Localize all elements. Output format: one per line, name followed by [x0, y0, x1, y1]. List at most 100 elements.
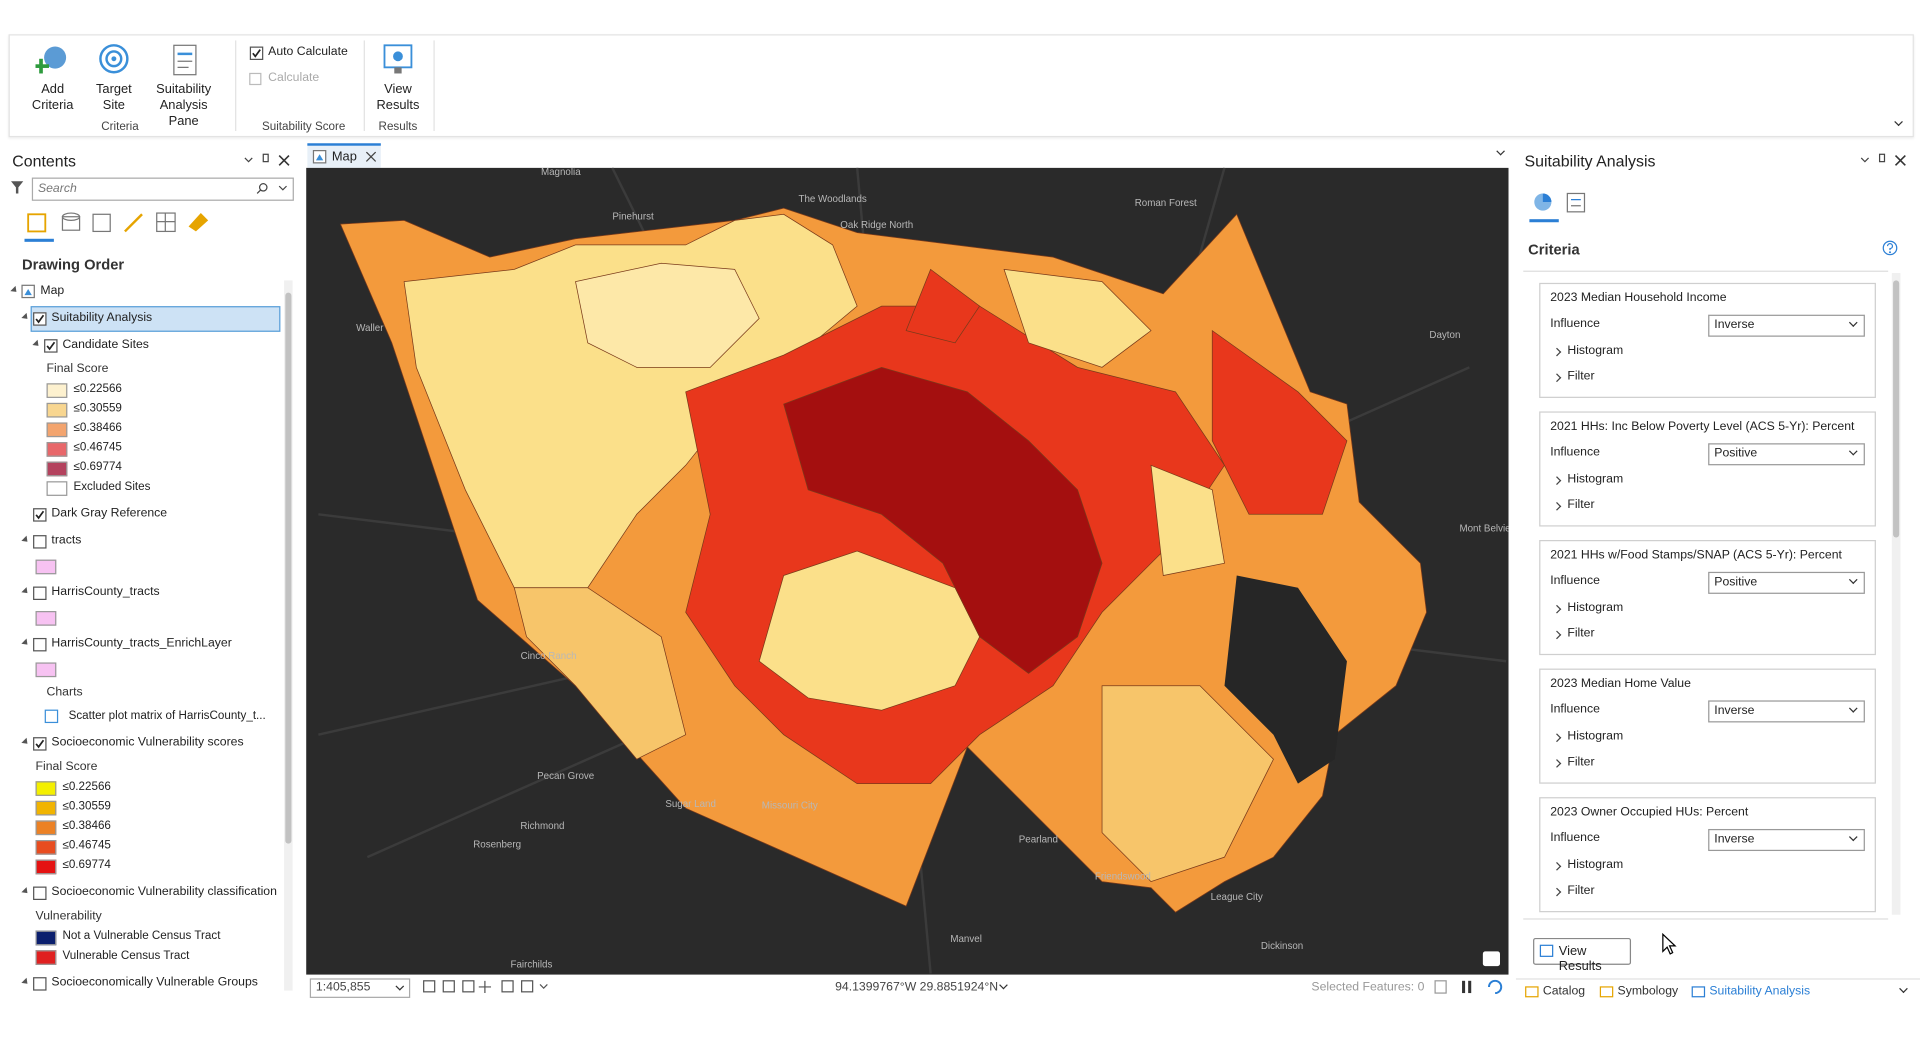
map-tab-icon [312, 150, 327, 164]
layer-name[interactable]: HarrisCounty_tracts_EnrichLayer [51, 636, 232, 651]
tab-icon [1525, 986, 1539, 998]
map-view[interactable]: Magnolia The Woodlands Oak Ridge North Roma… [306, 167, 1509, 975]
layer-checkbox[interactable] [44, 339, 58, 353]
scale-box[interactable]: 1:405,855 [309, 978, 411, 998]
place-label: Waller [356, 323, 384, 334]
expander[interactable] [21, 535, 31, 545]
legend-swatch [35, 559, 57, 575]
scrollbar-track [284, 280, 293, 991]
search-placeholder: Search [37, 182, 77, 196]
search-box[interactable]: Search [31, 177, 294, 201]
place-labels: Magnolia The Woodlands Oak Ridge North Roma… [356, 168, 1508, 971]
legend-label: Not a Vulnerable Census Tract [62, 929, 221, 943]
map-tab[interactable]: Map [307, 143, 381, 168]
layer-name[interactable]: Map [40, 284, 65, 298]
group-label: Suitability Score [261, 120, 346, 134]
place-label: Rosenberg [473, 839, 521, 850]
map-overlay-button[interactable] [1482, 951, 1500, 967]
check-stroke [46, 341, 56, 351]
expander[interactable] [21, 587, 31, 596]
legend-swatch [46, 422, 68, 438]
layer-name[interactable]: Socioeconomic Vulnerability scores [51, 735, 244, 750]
layer-name[interactable]: Socioeconomic Vulnerability classificati… [51, 885, 277, 899]
layer-checkbox[interactable] [33, 637, 47, 652]
coordinate-format[interactable] [999, 980, 1008, 990]
layer-checkbox[interactable] [33, 977, 47, 991]
view-results-button[interactable]: View Results [1533, 937, 1632, 973]
chart-name[interactable]: Scatter plot matrix of HarrisCounty_t... [68, 708, 266, 723]
tract-polygons [339, 207, 1427, 913]
mouse-cursor [1662, 933, 1677, 955]
expander[interactable] [21, 977, 31, 987]
pane-view-tabs[interactable] [1528, 190, 1592, 224]
scrollbar-thumb[interactable] [1893, 280, 1900, 538]
legend-label: ≤0.22566 [62, 780, 111, 794]
pane-title: Suitability Analysis [1524, 151, 1656, 171]
tab-close[interactable] [366, 151, 376, 162]
place-label: Magnolia [541, 168, 581, 178]
place-label: League City [1211, 892, 1263, 903]
auto-calculate-checkbox[interactable] [249, 46, 264, 60]
criteria-list-frame [1523, 270, 1889, 920]
tabs-menu[interactable] [1899, 984, 1908, 994]
bottom-tab[interactable]: Symbology [1617, 984, 1679, 998]
button-label: Suitability Analysis Pane [156, 82, 212, 129]
pane-title: Contents [12, 151, 76, 171]
layer-name[interactable]: Socioeconomically Vulnerable Groups [51, 975, 258, 990]
expander[interactable] [21, 887, 31, 896]
contents-view-tabs[interactable] [24, 209, 220, 243]
legend-label: Excluded Sites [73, 480, 151, 494]
add-criteria-button[interactable]: Add Criteria [24, 43, 80, 114]
group-label: Results [378, 120, 418, 134]
legend-heading: Charts [46, 685, 83, 700]
place-label: Friendswood [1095, 871, 1151, 882]
legend-swatch [35, 800, 57, 816]
icon-shape [24, 288, 32, 296]
layer-checkbox[interactable] [33, 586, 47, 600]
layer-checkbox[interactable] [33, 886, 47, 900]
check-stroke [35, 739, 45, 749]
layer-checkbox[interactable] [33, 508, 47, 522]
layer-name[interactable]: Suitability Analysis [51, 311, 153, 325]
suitability-pane: Suitability Analysis Criteria View Resul… [1515, 143, 1920, 1001]
filter-icon[interactable] [10, 180, 25, 195]
expander[interactable] [32, 339, 42, 349]
layer-name[interactable]: Candidate Sites [62, 337, 149, 352]
expander[interactable] [10, 285, 20, 295]
legend-label: ≤0.69774 [73, 460, 122, 474]
suitability-pane-button[interactable]: Suitability Analysis Pane [144, 43, 222, 130]
help-icon[interactable] [1882, 240, 1898, 256]
target-site-button[interactable]: Target Site [91, 43, 138, 114]
expander[interactable] [21, 737, 31, 747]
layer-name[interactable]: tracts [51, 533, 82, 548]
coordinates: 94.1399767°W 29.8851924°N [835, 980, 999, 995]
layer-checkbox[interactable] [33, 737, 47, 751]
map-status-bar: 1:405,855 94.1399767°W 29.8851924°N Sele… [306, 975, 1509, 1000]
layer-checkbox[interactable] [33, 312, 47, 326]
layer-checkbox[interactable] [33, 535, 47, 549]
tab-menu[interactable] [1496, 146, 1505, 156]
expander[interactable] [21, 638, 31, 648]
status-tools[interactable] [1433, 979, 1506, 996]
place-label: Missouri City [762, 800, 818, 811]
bottom-tab[interactable]: Catalog [1542, 984, 1586, 998]
place-label: Dayton [1429, 330, 1460, 341]
legend-swatch [35, 820, 57, 836]
pane-controls [244, 153, 290, 166]
navigation-tools[interactable] [421, 980, 556, 995]
ribbon-collapse[interactable] [1894, 117, 1903, 127]
legend-swatch [35, 859, 57, 875]
legend-swatch [46, 383, 68, 398]
group-label: Criteria [101, 120, 139, 134]
contents-pane: Contents Search Drawing Order Map Suitabi… [0, 143, 300, 1001]
scale-text: 1:405,855 [315, 980, 371, 995]
layer-name[interactable]: Dark Gray Reference [51, 506, 168, 521]
layer-name[interactable]: HarrisCounty_tracts [51, 585, 160, 599]
bottom-tab[interactable]: Suitability Analysis [1709, 984, 1811, 998]
view-results-button[interactable]: View Results [372, 43, 423, 114]
check-stroke [35, 510, 45, 520]
scrollbar-thumb[interactable] [285, 292, 292, 844]
expander[interactable] [21, 312, 31, 322]
calculate-button[interactable]: Calculate [268, 71, 320, 85]
